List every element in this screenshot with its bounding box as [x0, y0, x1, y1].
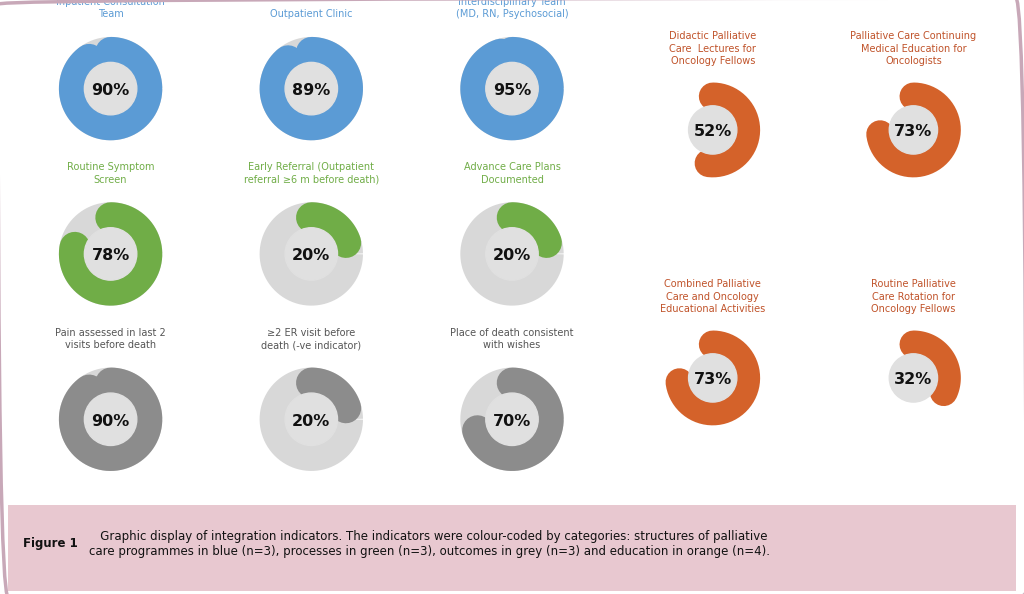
- Circle shape: [889, 106, 938, 154]
- Circle shape: [485, 62, 539, 115]
- Text: Pain assessed in last 2
visits before death: Pain assessed in last 2 visits before de…: [55, 328, 166, 350]
- Text: 95%: 95%: [493, 83, 531, 98]
- Circle shape: [84, 393, 137, 446]
- Text: 78%: 78%: [91, 248, 130, 263]
- FancyBboxPatch shape: [8, 505, 1016, 591]
- Circle shape: [84, 228, 137, 280]
- Circle shape: [688, 354, 737, 402]
- Text: Figure 1: Figure 1: [23, 537, 77, 550]
- Text: Outpatient Clinic: Outpatient Clinic: [270, 10, 352, 20]
- Text: Palliative Care Continuing
Medical Education for
Oncologists: Palliative Care Continuing Medical Educa…: [850, 31, 977, 66]
- Text: Didactic Palliative
Care  Lectures for
Oncology Fellows: Didactic Palliative Care Lectures for On…: [669, 31, 757, 66]
- Text: 32%: 32%: [894, 372, 933, 387]
- Text: 90%: 90%: [91, 83, 130, 98]
- Text: 52%: 52%: [693, 124, 732, 139]
- Text: Place of death consistent
with wishes: Place of death consistent with wishes: [451, 328, 573, 350]
- Text: Combined Palliative
Care and Oncology
Educational Activities: Combined Palliative Care and Oncology Ed…: [660, 279, 765, 314]
- Circle shape: [84, 62, 137, 115]
- Text: 73%: 73%: [894, 124, 933, 139]
- Circle shape: [688, 106, 737, 154]
- Circle shape: [285, 228, 338, 280]
- Text: 20%: 20%: [292, 413, 331, 429]
- Circle shape: [485, 228, 539, 280]
- Text: 89%: 89%: [292, 83, 331, 98]
- Text: 90%: 90%: [91, 413, 130, 429]
- Text: Interdisciplinary Team
(MD, RN, Psychosocial): Interdisciplinary Team (MD, RN, Psychoso…: [456, 0, 568, 20]
- Text: 73%: 73%: [693, 372, 732, 387]
- Text: 20%: 20%: [292, 248, 331, 263]
- Circle shape: [285, 62, 338, 115]
- Text: Routine Palliative
Care Rotation for
Oncology Fellows: Routine Palliative Care Rotation for Onc…: [871, 279, 955, 314]
- Text: Inpatient Consultation
Team: Inpatient Consultation Team: [56, 0, 165, 20]
- Text: ≥2 ER visit before
death (-ve indicator): ≥2 ER visit before death (-ve indicator): [261, 328, 361, 350]
- Text: Graphic display of integration indicators. The indicators were colour-coded by c: Graphic display of integration indicator…: [89, 529, 770, 558]
- Circle shape: [285, 393, 338, 446]
- Text: Advance Care Plans
Documented: Advance Care Plans Documented: [464, 162, 560, 185]
- Text: Routine Symptom
Screen: Routine Symptom Screen: [67, 162, 155, 185]
- Text: 20%: 20%: [493, 248, 531, 263]
- Circle shape: [889, 354, 938, 402]
- Text: Early Referral (Outpatient
referral ≥6 m before death): Early Referral (Outpatient referral ≥6 m…: [244, 162, 379, 185]
- Text: 70%: 70%: [493, 413, 531, 429]
- Circle shape: [485, 393, 539, 446]
